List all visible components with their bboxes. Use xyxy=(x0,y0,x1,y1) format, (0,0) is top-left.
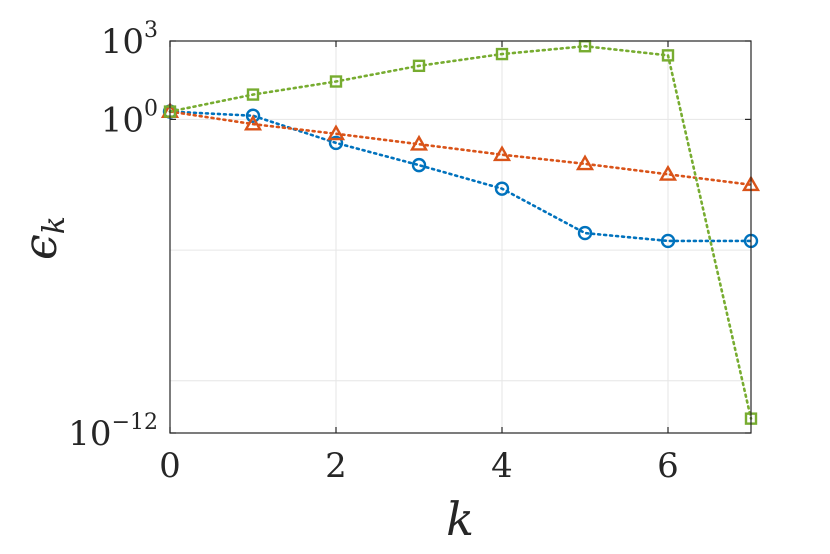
data-point xyxy=(329,75,343,88)
data-point xyxy=(495,47,509,61)
x-tick-label: 4 xyxy=(491,446,513,486)
x-axis-label: k xyxy=(446,492,474,546)
data-point xyxy=(575,154,595,171)
series-layer xyxy=(160,40,761,425)
series-line xyxy=(168,110,753,187)
data-point xyxy=(492,145,512,162)
data-point xyxy=(243,114,263,131)
plot-frame xyxy=(169,40,752,434)
x-ticks-layer: 0 2 4 6 xyxy=(159,41,679,486)
data-point xyxy=(245,108,261,123)
y-axis-label-group: ϵk xyxy=(13,216,72,260)
series-line xyxy=(168,44,753,420)
data-point xyxy=(326,124,346,141)
data-point xyxy=(328,135,344,151)
data-point xyxy=(661,49,675,62)
y-tick-label-base: 10 xyxy=(68,414,111,454)
data-point xyxy=(409,134,429,151)
y-axis-label: ϵk xyxy=(13,216,72,260)
data-point xyxy=(412,59,426,73)
series-triangle xyxy=(160,102,761,192)
data-point xyxy=(411,157,427,173)
x-tick-label: 0 xyxy=(159,446,181,486)
x-tick-label: 6 xyxy=(657,446,679,486)
data-point xyxy=(494,181,510,196)
y-tick-label-exponent: 0 xyxy=(144,96,158,121)
y-axis-label-subscript: k xyxy=(37,216,72,234)
y-axis-label-main: ϵ xyxy=(13,234,67,260)
series-square xyxy=(163,40,758,425)
y-tick-label-exponent: 3 xyxy=(144,18,158,43)
y-tick-label-base: 10 xyxy=(101,100,144,140)
data-point xyxy=(658,164,678,181)
y-tick-label-base: 10 xyxy=(101,22,144,62)
data-point xyxy=(660,233,676,249)
x-tick-label: 2 xyxy=(325,446,347,486)
y-tick-label: 103 xyxy=(101,18,158,62)
data-point xyxy=(246,88,260,101)
y-tick-label: 10−12 xyxy=(68,410,158,454)
data-point xyxy=(577,225,593,241)
series-line xyxy=(168,110,753,243)
y-tick-label: 100 xyxy=(101,96,158,140)
y-tick-label-exponent: −12 xyxy=(112,410,158,435)
